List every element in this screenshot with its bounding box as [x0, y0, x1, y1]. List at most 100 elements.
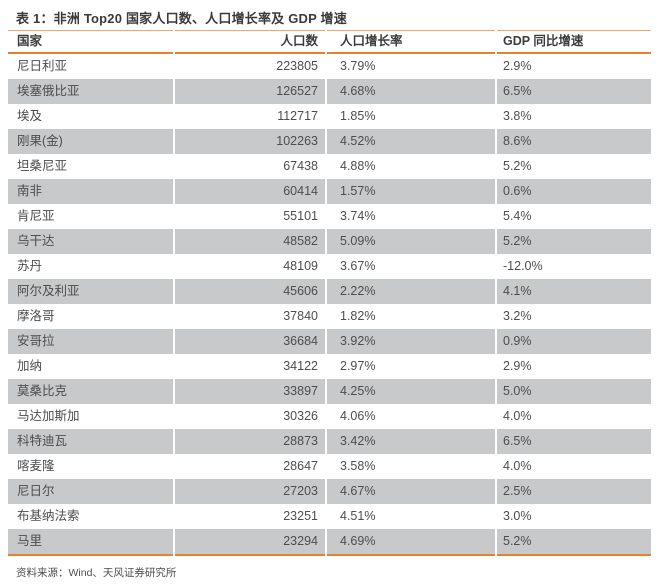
table-row: 埃及 112717 1.85% 3.8%: [8, 104, 651, 129]
cell-gdp-growth: 3.8%: [497, 104, 651, 129]
cell-country: 科特迪瓦: [8, 429, 173, 454]
cell-country: 马达加斯加: [8, 404, 173, 429]
cell-country: 安哥拉: [8, 329, 173, 354]
cell-population: 37840: [175, 304, 325, 329]
cell-population-growth: 4.25%: [327, 379, 495, 404]
data-table: 国家 人口数 人口增长率 GDP 同比增速 尼日利亚 223805 3.79% 2.9…: [8, 30, 651, 556]
cell-population-growth: 3.79%: [327, 54, 495, 79]
cell-country: 肯尼亚: [8, 204, 173, 229]
cell-population-growth: 2.97%: [327, 354, 495, 379]
cell-population-growth: 4.67%: [327, 479, 495, 504]
table-row: 尼日尔 27203 4.67% 2.5%: [8, 479, 651, 504]
cell-population-growth: 4.88%: [327, 154, 495, 179]
cell-population-growth: 1.82%: [327, 304, 495, 329]
cell-country: 布基纳法索: [8, 504, 173, 529]
cell-country: 埃及: [8, 104, 173, 129]
cell-population: 27203: [175, 479, 325, 504]
cell-country: 尼日利亚: [8, 54, 173, 79]
cell-gdp-growth: 0.9%: [497, 329, 651, 354]
cell-country: 喀麦隆: [8, 454, 173, 479]
cell-country: 阿尔及利亚: [8, 279, 173, 304]
cell-population-growth: 1.57%: [327, 179, 495, 204]
table-row: 肯尼亚 55101 3.74% 5.4%: [8, 204, 651, 229]
table-row: 马里 23294 4.69% 5.2%: [8, 529, 651, 556]
cell-population-growth: 2.22%: [327, 279, 495, 304]
cell-population-growth: 3.92%: [327, 329, 495, 354]
cell-gdp-growth: 4.0%: [497, 454, 651, 479]
cell-population: 28647: [175, 454, 325, 479]
table-row: 埃塞俄比亚 126527 4.68% 6.5%: [8, 79, 651, 104]
cell-population-growth: 3.42%: [327, 429, 495, 454]
cell-population: 48582: [175, 229, 325, 254]
cell-population-growth: 5.09%: [327, 229, 495, 254]
cell-country: 乌干达: [8, 229, 173, 254]
cell-gdp-growth: 2.5%: [497, 479, 651, 504]
cell-gdp-growth: 8.6%: [497, 129, 651, 154]
cell-country: 马里: [8, 529, 173, 556]
table-row: 马达加斯加 30326 4.06% 4.0%: [8, 404, 651, 429]
cell-country: 摩洛哥: [8, 304, 173, 329]
table-row: 布基纳法索 23251 4.51% 3.0%: [8, 504, 651, 529]
cell-population: 33897: [175, 379, 325, 404]
cell-population: 23251: [175, 504, 325, 529]
cell-gdp-growth: 0.6%: [497, 179, 651, 204]
cell-gdp-growth: 4.0%: [497, 404, 651, 429]
cell-country: 刚果(金): [8, 129, 173, 154]
cell-population: 67438: [175, 154, 325, 179]
cell-gdp-growth: 4.1%: [497, 279, 651, 304]
header-country: 国家: [8, 30, 173, 54]
cell-gdp-growth: 6.5%: [497, 429, 651, 454]
cell-population: 30326: [175, 404, 325, 429]
cell-population: 23294: [175, 529, 325, 556]
cell-gdp-growth: 3.2%: [497, 304, 651, 329]
table-row: 摩洛哥 37840 1.82% 3.2%: [8, 304, 651, 329]
table-row: 乌干达 48582 5.09% 5.2%: [8, 229, 651, 254]
cell-gdp-growth: -12.0%: [497, 254, 651, 279]
cell-gdp-growth: 5.2%: [497, 154, 651, 179]
source-note: 资料来源：Wind、天风证券研究所: [16, 567, 177, 579]
cell-population: 112717: [175, 104, 325, 129]
table-row: 加纳 34122 2.97% 2.9%: [8, 354, 651, 379]
table-row: 喀麦隆 28647 3.58% 4.0%: [8, 454, 651, 479]
cell-country: 莫桑比克: [8, 379, 173, 404]
cell-population-growth: 3.67%: [327, 254, 495, 279]
cell-country: 南非: [8, 179, 173, 204]
cell-population: 126527: [175, 79, 325, 104]
cell-population: 55101: [175, 204, 325, 229]
cell-country: 埃塞俄比亚: [8, 79, 173, 104]
table-title: 表 1：非洲 Top20 国家人口数、人口增长率及 GDP 增速: [16, 11, 347, 26]
cell-population-growth: 3.74%: [327, 204, 495, 229]
table-row: 安哥拉 36684 3.92% 0.9%: [8, 329, 651, 354]
cell-population: 48109: [175, 254, 325, 279]
cell-gdp-growth: 5.4%: [497, 204, 651, 229]
cell-country: 苏丹: [8, 254, 173, 279]
cell-population: 60414: [175, 179, 325, 204]
cell-population: 28873: [175, 429, 325, 454]
cell-population: 223805: [175, 54, 325, 79]
cell-population-growth: 4.51%: [327, 504, 495, 529]
table-row: 坦桑尼亚 67438 4.88% 5.2%: [8, 154, 651, 179]
cell-gdp-growth: 5.2%: [497, 229, 651, 254]
cell-population: 45606: [175, 279, 325, 304]
table-row: 南非 60414 1.57% 0.6%: [8, 179, 651, 204]
cell-population-growth: 4.52%: [327, 129, 495, 154]
header-population-growth: 人口增长率: [327, 30, 495, 54]
header-gdp-growth: GDP 同比增速: [497, 30, 651, 54]
cell-gdp-growth: 6.5%: [497, 79, 651, 104]
cell-population: 102263: [175, 129, 325, 154]
cell-country: 尼日尔: [8, 479, 173, 504]
cell-population-growth: 3.58%: [327, 454, 495, 479]
cell-country: 坦桑尼亚: [8, 154, 173, 179]
header-population: 人口数: [175, 30, 325, 54]
cell-population: 36684: [175, 329, 325, 354]
cell-country: 加纳: [8, 354, 173, 379]
table-row: 阿尔及利亚 45606 2.22% 4.1%: [8, 279, 651, 304]
table-row: 刚果(金) 102263 4.52% 8.6%: [8, 129, 651, 154]
table-row: 尼日利亚 223805 3.79% 2.9%: [8, 54, 651, 79]
cell-population-growth: 1.85%: [327, 104, 495, 129]
cell-gdp-growth: 5.0%: [497, 379, 651, 404]
cell-gdp-growth: 2.9%: [497, 354, 651, 379]
cell-gdp-growth: 5.2%: [497, 529, 651, 556]
cell-gdp-growth: 2.9%: [497, 54, 651, 79]
